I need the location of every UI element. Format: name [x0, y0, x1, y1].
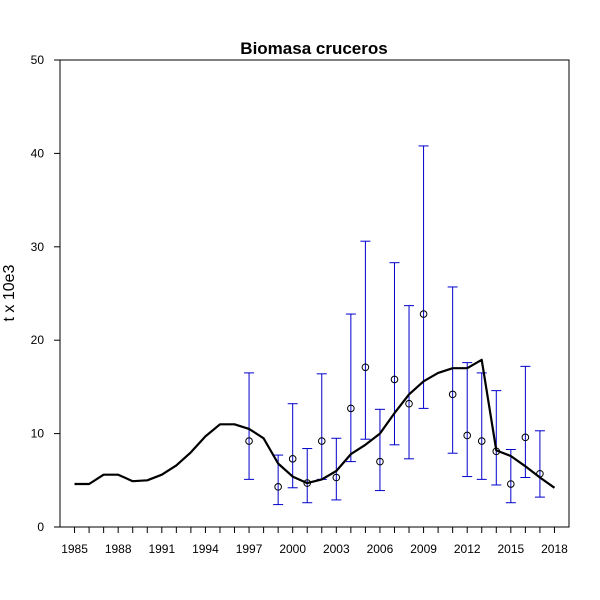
data-point — [477, 437, 486, 445]
data-point — [419, 310, 428, 318]
x-tick-label: 2015 — [497, 542, 524, 556]
plot-frame — [59, 59, 570, 528]
y-axis: 0 10 20 30 40 50 — [31, 53, 60, 534]
x-tick-label: 1985 — [61, 542, 88, 556]
data-point — [507, 480, 515, 488]
data-point — [361, 363, 370, 372]
data-point — [332, 473, 341, 482]
x-tick-label: 1997 — [236, 542, 263, 556]
y-tick-label: 50 — [31, 53, 45, 67]
data-point — [448, 390, 457, 399]
x-tick-label: 2000 — [279, 542, 306, 556]
y-axis-label: t x 10e3 — [1, 264, 18, 321]
data-point — [521, 433, 530, 442]
x-tick-label: 2018 — [541, 542, 568, 556]
data-point — [463, 431, 472, 440]
data-point — [288, 455, 297, 463]
y-tick-label: 40 — [31, 146, 45, 160]
survey-points — [245, 310, 544, 491]
x-tick-label: 1994 — [192, 542, 219, 556]
x-tick-label: 2009 — [410, 542, 437, 556]
model-line-layer — [74, 358, 556, 489]
y-tick-label: 0 — [37, 520, 44, 534]
data-point — [274, 483, 282, 491]
x-tick-label: 2006 — [367, 542, 394, 556]
y-tick-label: 20 — [31, 333, 45, 347]
y-tick-label: 30 — [31, 240, 45, 254]
data-point — [347, 404, 355, 413]
x-tick-label: 2003 — [323, 542, 350, 556]
data-point — [317, 437, 326, 445]
y-tick-label: 10 — [31, 427, 45, 441]
chart-title: Biomasa cruceros — [240, 39, 387, 58]
x-tick-label: 1991 — [148, 542, 175, 556]
data-point — [245, 437, 253, 445]
data-point — [390, 375, 399, 384]
data-point — [405, 399, 413, 408]
x-axis: 1985 1988 1991 1994 1997 2000 2003 2006 2009 2012… — [61, 527, 568, 556]
error-bars — [244, 145, 545, 506]
data-point — [376, 457, 384, 466]
x-tick-label: 2012 — [454, 542, 481, 556]
model-line — [74, 358, 556, 489]
x-tick-label: 1988 — [105, 542, 132, 556]
